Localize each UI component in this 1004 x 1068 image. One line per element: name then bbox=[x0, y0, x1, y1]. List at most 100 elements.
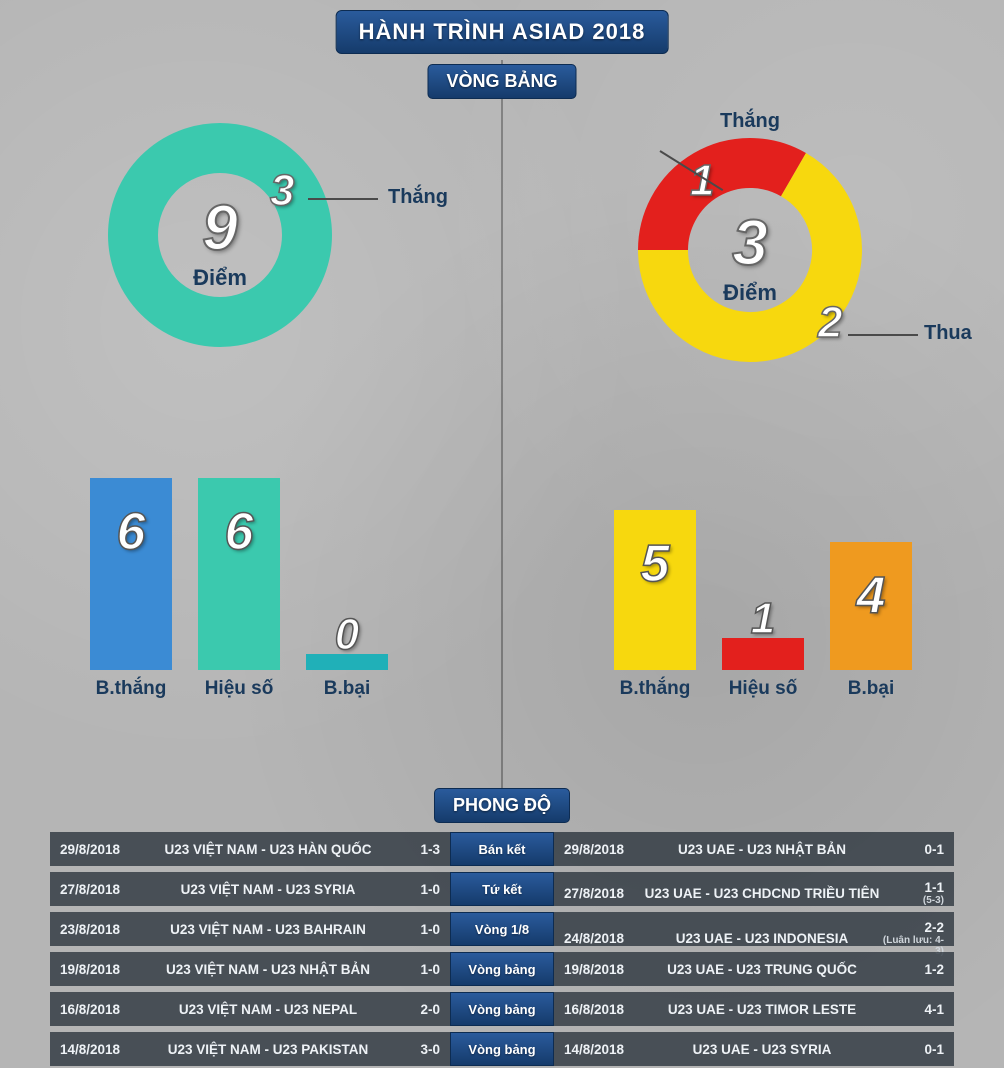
match-fixture: U23 UAE - U23 SYRIA bbox=[644, 1042, 880, 1057]
left-donut-callout-line bbox=[308, 198, 378, 200]
bar-rect bbox=[722, 638, 804, 670]
match-date: 27/8/2018 bbox=[60, 882, 140, 897]
bar-caption: B.thắng bbox=[96, 678, 167, 700]
left-bar-chart: 6 B.thắng 6 Hiệu số 0B.bại bbox=[90, 440, 388, 700]
center-divider bbox=[501, 60, 503, 820]
stage-cell: Vòng 1/8 bbox=[450, 912, 554, 946]
match-fixture: U23 VIỆT NAM - U23 SYRIA bbox=[140, 882, 396, 897]
match-row: 19/8/2018U23 UAE - U23 TRUNG QUỐC1-2 bbox=[554, 952, 954, 986]
stage-cell: Vòng bảng bbox=[450, 1032, 554, 1066]
match-row: 19/8/2018U23 VIỆT NAM - U23 NHẬT BẢN1-0 bbox=[50, 952, 450, 986]
bar-value: 1 bbox=[751, 594, 775, 644]
bar-rect bbox=[306, 654, 388, 670]
right-bar-chart: 5 B.thắng 1 Hiệu số 4 B.bại bbox=[614, 440, 912, 700]
bar-column: 1 Hiệu số bbox=[722, 594, 804, 700]
group-stage-banner: VÒNG BẢNG bbox=[427, 64, 576, 99]
right-donut-lose-line bbox=[848, 334, 918, 336]
match-fixture: U23 VIỆT NAM - U23 PAKISTAN bbox=[140, 1042, 396, 1057]
bar-caption: B.thắng bbox=[620, 678, 691, 700]
left-donut-center-label: Điểm bbox=[193, 265, 247, 291]
match-table: 29/8/2018U23 VIỆT NAM - U23 HÀN QUỐC1-32… bbox=[50, 832, 954, 1066]
match-row: 29/8/2018U23 VIỆT NAM - U23 HÀN QUỐC1-3 bbox=[50, 832, 450, 866]
match-score: 1-0 bbox=[396, 882, 440, 897]
bar-caption: Hiệu số bbox=[729, 678, 798, 700]
match-fixture: U23 VIỆT NAM - U23 HÀN QUỐC bbox=[140, 842, 396, 857]
match-row: 16/8/2018U23 VIỆT NAM - U23 NEPAL2-0 bbox=[50, 992, 450, 1026]
match-date: 29/8/2018 bbox=[60, 842, 140, 857]
match-score: 2-0 bbox=[396, 1002, 440, 1017]
match-date: 19/8/2018 bbox=[564, 962, 644, 977]
match-row: 23/8/2018U23 VIỆT NAM - U23 BAHRAIN1-0 bbox=[50, 912, 450, 946]
match-score: 0-1 bbox=[880, 1042, 944, 1057]
match-fixture: U23 UAE - U23 TIMOR LESTE bbox=[644, 1002, 880, 1017]
match-fixture: U23 VIỆT NAM - U23 NHẬT BẢN bbox=[140, 962, 396, 977]
match-row: 29/8/2018U23 UAE - U23 NHẬT BẢN0-1 bbox=[554, 832, 954, 866]
right-donut-segment bbox=[663, 163, 793, 250]
match-row: 16/8/2018U23 UAE - U23 TIMOR LESTE4-1 bbox=[554, 992, 954, 1026]
right-donut-win-label: Thắng bbox=[720, 110, 780, 133]
right-donut-chart: 3 Điểm 1 Thắng 2 Thua bbox=[590, 120, 890, 380]
match-fixture: U23 VIỆT NAM - U23 NEPAL bbox=[140, 1002, 396, 1017]
right-donut-center-value: 3 bbox=[732, 206, 768, 280]
bar-column: 5 B.thắng bbox=[614, 510, 696, 700]
match-date: 19/8/2018 bbox=[60, 962, 140, 977]
bar-value: 4 bbox=[857, 566, 886, 626]
bar-value: 6 bbox=[117, 502, 146, 562]
bar-rect: 4 bbox=[830, 542, 912, 670]
match-score: 1-0 bbox=[396, 962, 440, 977]
match-fixture: U23 UAE - U23 NHẬT BẢN bbox=[644, 842, 880, 857]
match-table-right: 29/8/2018U23 UAE - U23 NHẬT BẢN0-127/8/2… bbox=[554, 832, 954, 1066]
match-date: 16/8/2018 bbox=[60, 1002, 140, 1017]
right-donut-center-label: Điểm bbox=[723, 280, 777, 306]
bar-rect: 6 bbox=[90, 478, 172, 670]
left-donut-center-value: 9 bbox=[202, 191, 238, 265]
match-score: 0-1 bbox=[880, 842, 944, 857]
match-row: 14/8/2018U23 UAE - U23 SYRIA0-1 bbox=[554, 1032, 954, 1066]
right-donut-lose-count: 2 bbox=[818, 298, 842, 348]
match-score: 1-1(5-3) bbox=[880, 880, 944, 906]
bar-column: 4 B.bại bbox=[830, 542, 912, 700]
match-score: 1-3 bbox=[396, 842, 440, 857]
bar-value: 6 bbox=[225, 502, 254, 562]
bar-column: 0B.bại bbox=[306, 610, 388, 700]
right-donut-lose-label: Thua bbox=[924, 322, 972, 345]
match-date: 14/8/2018 bbox=[60, 1042, 140, 1057]
bar-caption: B.bại bbox=[324, 678, 370, 700]
bar-rect: 6 bbox=[198, 478, 280, 670]
stage-cell: Vòng bảng bbox=[450, 952, 554, 986]
match-fixture: U23 UAE - U23 TRUNG QUỐC bbox=[644, 962, 880, 977]
match-row: 24/8/2018U23 UAE - U23 INDONESIA2-2(Luân… bbox=[554, 912, 954, 946]
match-date: 23/8/2018 bbox=[60, 922, 140, 937]
left-donut-chart: 9 Điểm 3 Thắng bbox=[90, 120, 390, 350]
left-donut-win-count: 3 bbox=[270, 166, 294, 216]
stage-cell: Bán kết bbox=[450, 832, 554, 866]
match-table-stage-column: Bán kết Tứ kết Vòng 1/8 Vòng bảng Vòng bảng V… bbox=[450, 832, 554, 1066]
stage-cell: Vòng bảng bbox=[450, 992, 554, 1026]
match-fixture: U23 UAE - U23 CHDCND TRIỀU TIÊN bbox=[644, 886, 880, 901]
match-row: 27/8/2018U23 VIỆT NAM - U23 SYRIA1-0 bbox=[50, 872, 450, 906]
bar-column: 6 Hiệu số bbox=[198, 478, 280, 700]
match-table-left: 29/8/2018U23 VIỆT NAM - U23 HÀN QUỐC1-32… bbox=[50, 832, 450, 1066]
bar-caption: Hiệu số bbox=[205, 678, 274, 700]
match-score: 4-1 bbox=[880, 1002, 944, 1017]
form-banner: PHONG ĐỘ bbox=[434, 788, 570, 823]
match-fixture: U23 UAE - U23 INDONESIA bbox=[644, 931, 880, 946]
match-date: 14/8/2018 bbox=[564, 1042, 644, 1057]
bar-value: 5 bbox=[641, 534, 670, 594]
match-fixture: U23 VIỆT NAM - U23 BAHRAIN bbox=[140, 922, 396, 937]
match-date: 27/8/2018 bbox=[564, 886, 644, 901]
match-date: 16/8/2018 bbox=[564, 1002, 644, 1017]
bar-caption: B.bại bbox=[848, 678, 894, 700]
left-donut-win-label: Thắng bbox=[388, 186, 448, 209]
match-score: 1-0 bbox=[396, 922, 440, 937]
stage-cell: Tứ kết bbox=[450, 872, 554, 906]
bar-column: 6 B.thắng bbox=[90, 478, 172, 700]
match-score: 3-0 bbox=[396, 1042, 440, 1057]
match-score: 1-2 bbox=[880, 962, 944, 977]
match-date: 24/8/2018 bbox=[564, 931, 644, 946]
match-score-sub: (5-3) bbox=[880, 895, 944, 906]
match-row: 27/8/2018U23 UAE - U23 CHDCND TRIỀU TIÊN… bbox=[554, 872, 954, 906]
match-date: 29/8/2018 bbox=[564, 842, 644, 857]
main-title-banner: HÀNH TRÌNH ASIAD 2018 bbox=[336, 10, 669, 54]
left-donut-svg bbox=[90, 120, 390, 350]
